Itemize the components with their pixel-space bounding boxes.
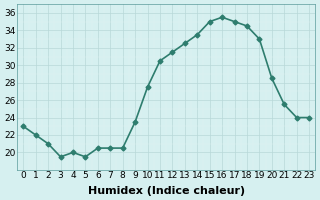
X-axis label: Humidex (Indice chaleur): Humidex (Indice chaleur) (88, 186, 245, 196)
